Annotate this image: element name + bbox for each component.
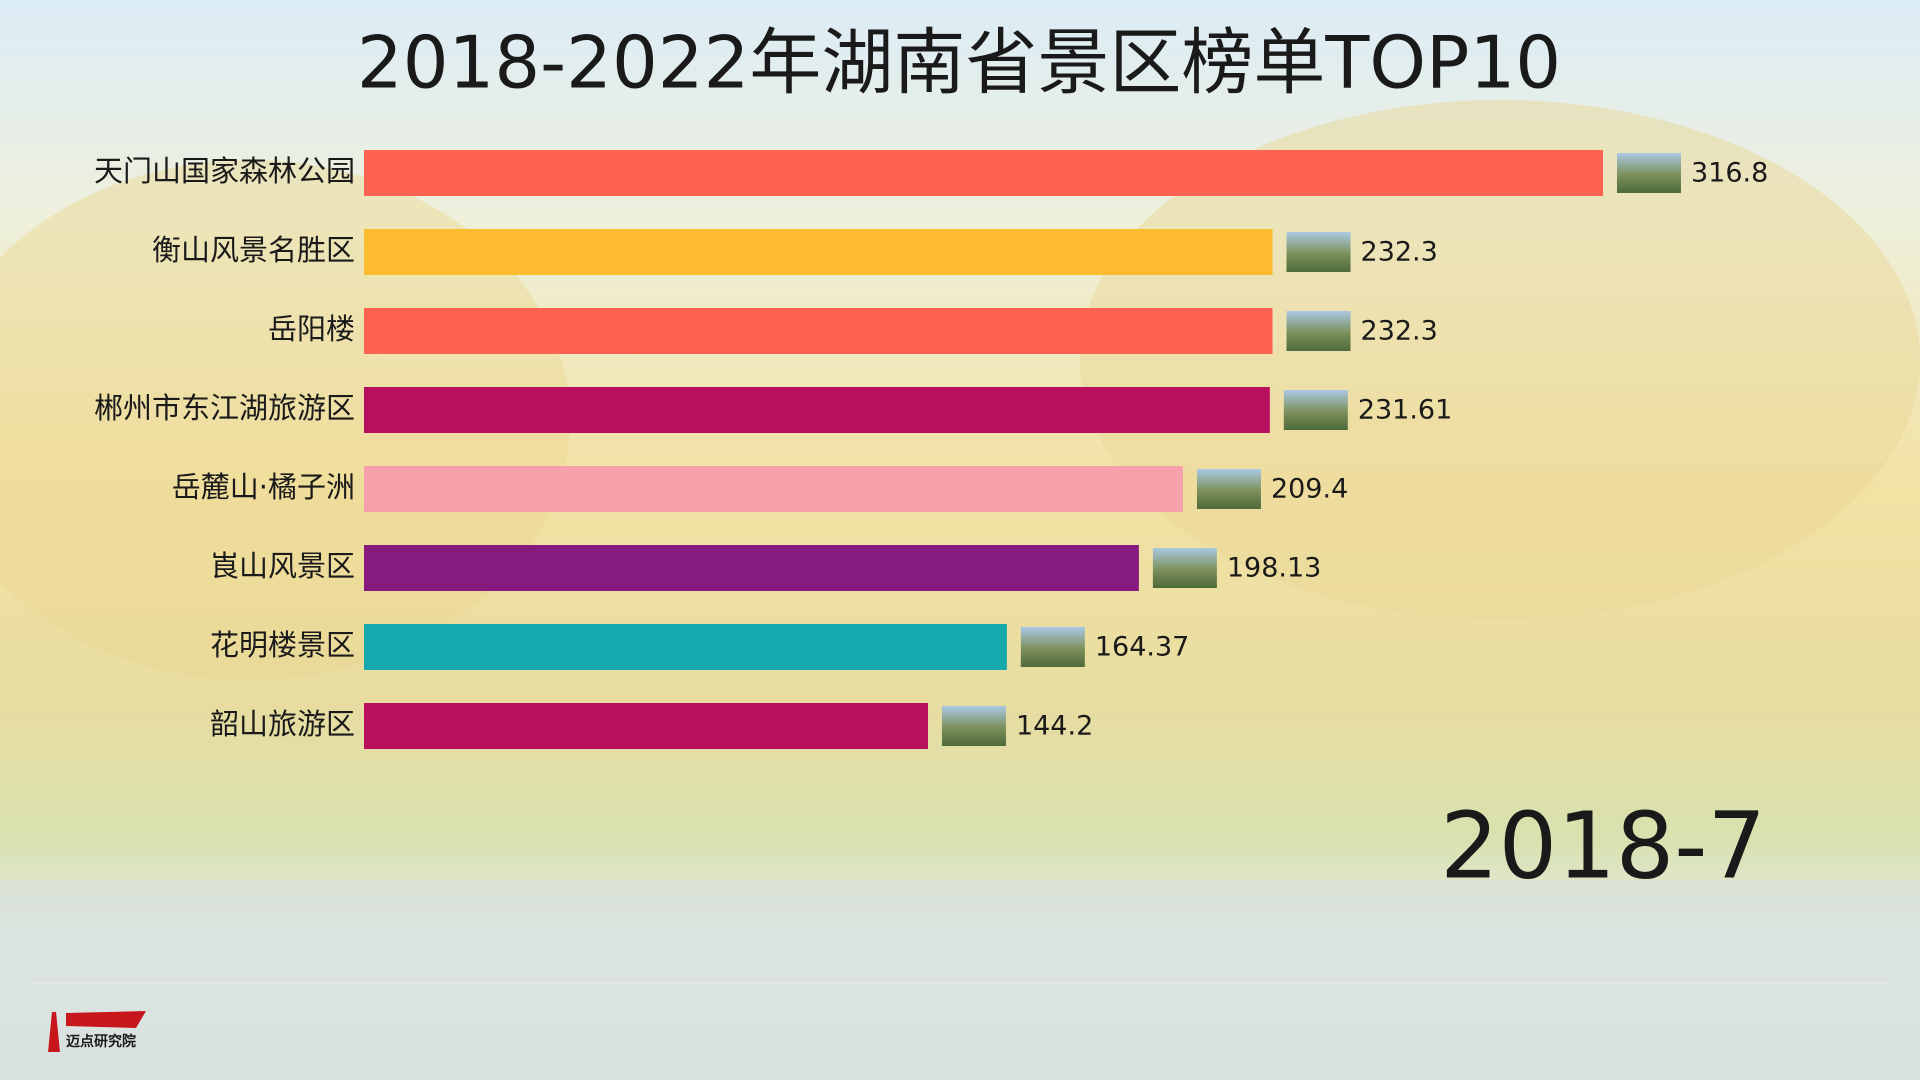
thumbnail xyxy=(1196,469,1261,509)
value-label: 231.61 xyxy=(1358,395,1452,426)
date-label: 2018-7 xyxy=(1440,792,1766,899)
background-water xyxy=(0,880,1920,1080)
logo-flag xyxy=(66,1011,146,1028)
category-label: 天门山国家森林公园 xyxy=(94,154,355,188)
bar xyxy=(364,308,1273,354)
thumbnail xyxy=(1617,153,1681,193)
chart-title: 2018-2022年湖南省景区榜单TOP10 xyxy=(357,21,1561,105)
category-label: 韶山旅游区 xyxy=(210,707,355,741)
value-label: 144.2 xyxy=(1016,711,1093,742)
bar xyxy=(364,624,1007,670)
value-label: 232.3 xyxy=(1361,316,1438,347)
bar xyxy=(364,545,1139,591)
category-label: 崀山风景区 xyxy=(210,549,355,583)
thumbnail xyxy=(1286,311,1351,351)
value-label: 316.8 xyxy=(1691,158,1768,189)
category-label: 岳麓山·橘子洲 xyxy=(172,470,355,504)
category-label: 花明楼景区 xyxy=(210,628,355,662)
value-label: 232.3 xyxy=(1361,237,1438,268)
bar xyxy=(364,150,1603,196)
logo-tower xyxy=(48,1012,60,1052)
logo: 迈点研究院 xyxy=(48,1011,146,1052)
category-label: 岳阳楼 xyxy=(268,312,355,346)
thumbnail xyxy=(1283,390,1348,430)
value-label: 198.13 xyxy=(1227,553,1321,584)
thumbnail xyxy=(1286,232,1351,272)
value-label: 209.4 xyxy=(1271,474,1348,505)
bar xyxy=(364,229,1273,275)
value-label: 164.37 xyxy=(1095,632,1189,663)
logo-text: 迈点研究院 xyxy=(66,1033,136,1050)
category-label: 郴州市东江湖旅游区 xyxy=(94,391,355,425)
background-trees xyxy=(1080,100,1920,620)
bar xyxy=(364,387,1270,433)
category-label: 衡山风景名胜区 xyxy=(152,233,355,267)
thumbnail xyxy=(1152,548,1217,588)
bar xyxy=(364,703,928,749)
thumbnail xyxy=(941,706,1006,746)
thumbnail xyxy=(1020,627,1085,667)
bar xyxy=(364,466,1183,512)
